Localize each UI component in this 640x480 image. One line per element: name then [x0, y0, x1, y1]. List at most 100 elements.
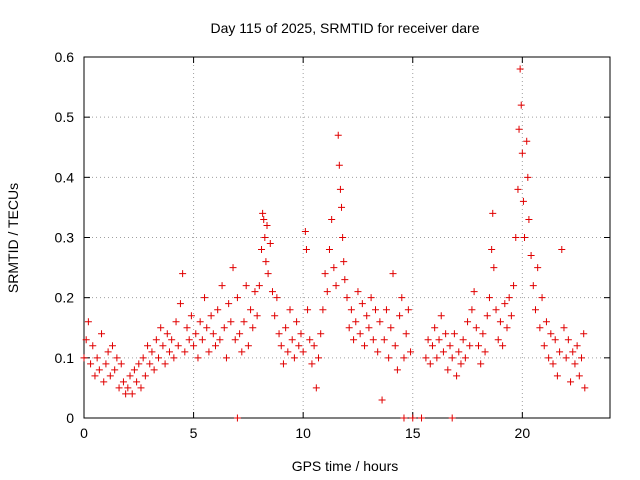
data-point	[277, 342, 285, 350]
data-point	[87, 360, 95, 368]
data-point	[212, 342, 219, 350]
data-point	[295, 342, 303, 350]
data-point	[389, 270, 397, 278]
data-point	[263, 221, 271, 229]
data-point	[271, 312, 279, 320]
data-point	[198, 336, 206, 344]
data-point	[363, 312, 371, 320]
data-point	[336, 185, 344, 193]
y-tick-label: 0.3	[55, 230, 75, 246]
y-tick-label: 0.2	[55, 290, 75, 306]
data-point	[575, 372, 583, 380]
data-point	[510, 282, 518, 290]
data-point	[424, 336, 432, 344]
data-point	[553, 372, 561, 380]
data-point	[393, 366, 401, 374]
data-point	[540, 342, 548, 350]
data-point	[549, 360, 557, 368]
data-point	[545, 354, 553, 362]
x-tick-label: 5	[190, 425, 198, 441]
data-point	[196, 318, 204, 326]
data-point	[571, 360, 579, 368]
data-point	[259, 209, 267, 217]
data-point	[488, 246, 496, 254]
data-point	[253, 312, 261, 320]
y-axis-label: SRMTID / TECUs	[5, 183, 21, 293]
data-point	[461, 354, 469, 362]
data-point	[479, 330, 487, 338]
data-point	[312, 384, 320, 392]
data-point	[501, 300, 509, 308]
data-point	[124, 384, 132, 392]
data-point	[341, 276, 349, 284]
data-point	[288, 336, 296, 344]
data-point	[172, 318, 180, 326]
data-point	[485, 294, 493, 302]
data-point	[137, 384, 145, 392]
data-point	[356, 330, 364, 338]
data-point	[448, 414, 456, 422]
data-point	[102, 360, 110, 368]
data-point	[148, 348, 156, 356]
data-point	[354, 288, 362, 296]
data-point	[562, 354, 570, 362]
data-point	[233, 414, 241, 422]
data-point	[293, 318, 301, 326]
data-point	[489, 209, 497, 217]
data-point	[407, 348, 415, 356]
data-point	[477, 360, 485, 368]
data-point	[448, 354, 456, 362]
data-point	[80, 354, 88, 362]
data-point	[155, 354, 163, 362]
data-point	[268, 288, 276, 296]
data-point	[233, 294, 241, 302]
data-point	[515, 125, 523, 133]
data-point	[135, 360, 143, 368]
data-point	[161, 360, 169, 368]
data-point	[503, 324, 511, 332]
data-point	[179, 270, 187, 278]
data-point	[418, 414, 426, 422]
data-point	[435, 336, 443, 344]
data-point	[472, 324, 480, 332]
data-point	[165, 348, 173, 356]
data-point	[299, 348, 307, 356]
data-point	[205, 348, 213, 356]
data-point	[84, 318, 92, 326]
y-tick-label: 0.5	[55, 109, 75, 125]
data-point	[229, 264, 237, 272]
data-point	[371, 306, 379, 314]
data-point	[244, 342, 252, 350]
data-point	[106, 372, 114, 380]
data-point	[339, 234, 347, 241]
data-point	[93, 354, 101, 362]
data-point	[345, 324, 353, 332]
data-point	[238, 348, 246, 356]
data-point	[496, 318, 504, 326]
chart-title: Day 115 of 2025, SRMTID for receiver dar…	[211, 20, 480, 36]
data-point	[517, 101, 525, 109]
data-point	[524, 173, 532, 181]
data-point	[560, 324, 568, 332]
data-point	[290, 354, 298, 362]
data-point	[321, 270, 329, 278]
data-point	[262, 258, 270, 266]
data-point	[567, 378, 575, 386]
data-point	[308, 360, 316, 368]
data-point	[225, 300, 233, 308]
data-point	[422, 354, 430, 362]
data-point	[214, 306, 222, 314]
data-point	[216, 336, 224, 344]
data-point	[569, 348, 577, 356]
data-point	[400, 414, 408, 422]
data-point	[457, 360, 465, 368]
data-point	[428, 342, 436, 350]
data-point	[190, 342, 198, 350]
data-point	[98, 330, 106, 338]
data-point	[108, 342, 116, 350]
data-point	[231, 336, 239, 344]
data-point	[301, 227, 309, 235]
data-point	[111, 366, 119, 374]
data-point	[365, 324, 373, 332]
